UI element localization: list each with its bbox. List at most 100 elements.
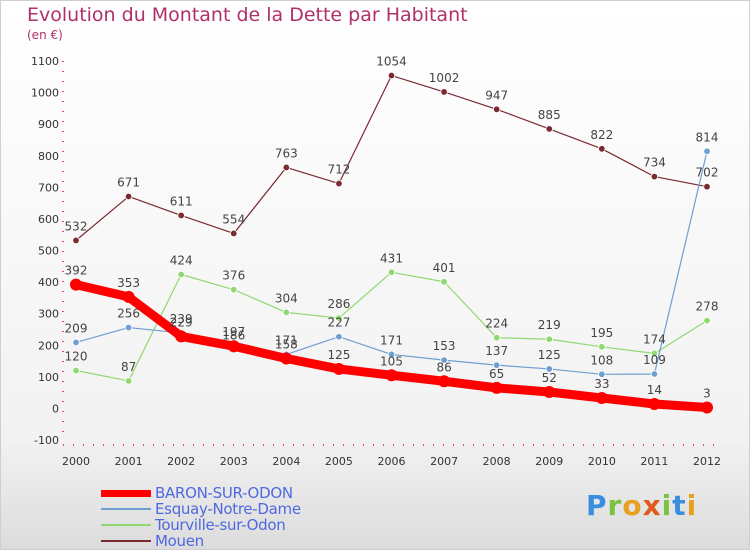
logo-letter: x: [642, 489, 662, 522]
x-tick-label: 2000: [62, 455, 90, 468]
data-label: 822: [590, 128, 613, 142]
y-tick-label: 300: [38, 308, 59, 321]
data-label: 702: [696, 166, 719, 180]
y-tick-label: 400: [38, 276, 59, 289]
data-label: 392: [65, 264, 88, 278]
data-label: 14: [647, 383, 662, 397]
data-label: 532: [65, 219, 88, 233]
y-tick-label: 1000: [31, 87, 59, 100]
data-label: 224: [485, 317, 508, 331]
data-label: 239: [170, 312, 193, 326]
data-label: 947: [485, 88, 508, 102]
x-tick-label: 2010: [588, 455, 616, 468]
data-label: 3: [703, 386, 711, 400]
data-point: [70, 278, 82, 291]
data-point: [175, 330, 188, 343]
data-label: 171: [380, 333, 403, 347]
data-label: 105: [380, 354, 403, 368]
legend-label-baron: BARON-SUR-ODON: [155, 484, 293, 502]
data-label: 171: [275, 333, 298, 347]
data-label: 286: [327, 297, 350, 311]
data-point: [492, 105, 501, 114]
x-tick-label: 2008: [483, 455, 511, 468]
data-label: 734: [643, 156, 666, 170]
data-label: 814: [696, 130, 719, 144]
legend-swatch-esquay: [101, 508, 151, 510]
y-tick-label: -100: [34, 434, 59, 447]
data-label: 120: [65, 350, 88, 364]
y-tick-label: 0: [52, 402, 59, 415]
x-tick-label: 2001: [115, 455, 143, 468]
logo-letter: P: [586, 489, 608, 522]
data-point: [282, 308, 291, 317]
data-point: [177, 211, 185, 220]
data-label: 227: [327, 316, 350, 330]
x-tick-label: 2005: [325, 455, 353, 468]
data-label: 401: [433, 261, 456, 275]
data-point: [703, 316, 711, 325]
data-point: [387, 71, 396, 80]
data-label: 431: [380, 251, 403, 265]
data-label: 256: [117, 307, 140, 321]
y-tick-label: 800: [38, 150, 59, 163]
data-label: 65: [489, 367, 504, 381]
data-point: [385, 369, 398, 382]
data-label: 229: [170, 315, 193, 329]
data-label: 353: [117, 276, 140, 290]
chart-title: Evolution du Montant de la Dette par Hab…: [27, 4, 468, 26]
data-label: 885: [538, 108, 561, 122]
data-point: [124, 323, 133, 332]
data-label: 108: [590, 353, 613, 367]
data-point: [335, 314, 343, 322]
chart-subtitle: (en €): [27, 28, 63, 42]
data-point: [177, 270, 185, 279]
logo-letter: i: [661, 489, 673, 522]
x-tick-label: 2007: [430, 455, 458, 468]
data-label: 671: [117, 175, 140, 189]
x-tick-label: 2004: [272, 455, 300, 468]
data-label: 209: [65, 321, 88, 335]
data-point: [335, 179, 343, 188]
data-point: [387, 350, 396, 359]
data-label: 611: [170, 194, 193, 208]
data-point: [598, 145, 606, 153]
logo-letter: o: [622, 489, 643, 522]
y-tick-label: 700: [38, 181, 59, 194]
data-point: [545, 125, 553, 133]
legend-swatch-baron: [101, 490, 151, 497]
data-point: [227, 340, 240, 353]
legend-swatch-mouen: [101, 540, 151, 542]
data-point: [440, 356, 448, 364]
x-tick-label: 2006: [378, 455, 406, 468]
y-tick-label: 100: [38, 371, 59, 384]
series-line-3: [75, 74, 708, 241]
y-tick-label: 500: [38, 245, 59, 258]
data-label: 424: [170, 254, 193, 268]
data-label: 219: [538, 318, 561, 332]
data-label: 197: [222, 325, 245, 339]
x-tick-label: 2003: [220, 455, 248, 468]
logo-letter: r: [607, 489, 623, 522]
data-label: 109: [643, 353, 666, 367]
data-point: [492, 333, 501, 342]
data-point: [124, 192, 133, 201]
data-point: [703, 183, 711, 191]
x-tick-label: 2012: [693, 455, 721, 468]
data-point: [595, 391, 608, 404]
data-label: 33: [594, 377, 609, 391]
data-point: [72, 338, 80, 347]
data-label: 195: [590, 326, 613, 340]
legend-swatch-tourville: [101, 524, 151, 526]
data-point: [650, 370, 659, 378]
data-point: [230, 229, 238, 238]
data-label: 1002: [429, 71, 460, 85]
data-label: 763: [275, 146, 298, 160]
data-point: [230, 285, 238, 294]
y-tick-label: 900: [38, 118, 59, 131]
data-point: [545, 335, 553, 343]
legend-label-esquay: Esquay-Notre-Dame: [155, 500, 301, 518]
data-label: 158: [275, 338, 298, 352]
data-label: 186: [222, 329, 245, 343]
y-tick-label: 600: [38, 213, 59, 226]
